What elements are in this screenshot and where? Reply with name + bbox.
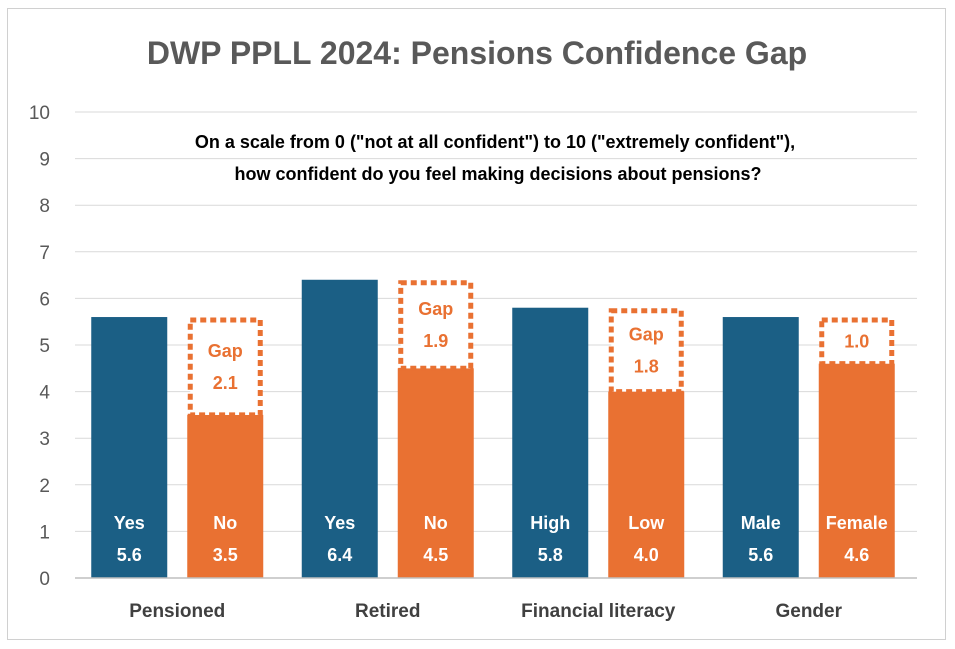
gap-box	[819, 317, 895, 367]
bar-high	[91, 317, 168, 578]
chart-subtitle-line-2: how confident do you feel making decisio…	[234, 164, 761, 184]
y-tick-label: 0	[39, 569, 50, 590]
gap-label: 1.0	[844, 331, 869, 351]
bar-low	[608, 391, 685, 578]
bar-low	[818, 363, 895, 578]
bar-category-label: Yes	[324, 513, 355, 533]
gap-label: Gap	[418, 299, 453, 319]
bar-value-label: 5.6	[117, 545, 142, 565]
bar-high	[722, 317, 799, 578]
gap-box	[398, 280, 474, 371]
bar-value-label: 5.6	[748, 545, 773, 565]
bar-category-label: Low	[628, 513, 665, 533]
y-tick-label: 1	[39, 522, 50, 543]
bar-value-label: 3.5	[213, 545, 238, 565]
group-label: Financial literacy	[521, 601, 676, 622]
gap-label: Gap	[208, 341, 243, 361]
y-tick-label: 7	[39, 243, 50, 264]
bar-value-label: 5.8	[538, 545, 563, 565]
y-axis: 0 1 2 3 4 5 6 7 8 9 10	[29, 103, 51, 590]
y-tick-label: 10	[29, 103, 50, 124]
chart-title: DWP PPLL 2024: Pensions Confidence Gap	[147, 35, 807, 71]
bar-low	[187, 414, 264, 578]
y-tick-label: 8	[39, 196, 50, 217]
y-tick-label: 2	[39, 476, 50, 497]
y-tick-label: 6	[39, 289, 50, 310]
gap-box	[187, 317, 263, 418]
bar-category-label: Yes	[114, 513, 145, 533]
bar-category-label: No	[424, 513, 448, 533]
bar-high	[301, 279, 378, 578]
gap-label: 2.1	[213, 373, 238, 393]
y-tick-label: 9	[39, 150, 50, 171]
x-axis: Pensioned Retired Financial literacy Gender	[75, 577, 917, 622]
bar-value-label: 4.0	[634, 545, 659, 565]
gap-label: 1.9	[423, 331, 448, 351]
bars: Yes 5.6 No 3.5 Gap 2.1 Yes 6.4 No 4.5 Gap 1.9 High 5.…	[91, 279, 895, 578]
gap-box	[608, 308, 684, 395]
y-tick-label: 3	[39, 429, 50, 450]
y-tick-label: 5	[39, 336, 50, 357]
gap-label: Gap	[629, 325, 664, 345]
bar-value-label: 6.4	[327, 545, 352, 565]
bar-category-label: Male	[741, 513, 781, 533]
y-tick-label: 4	[39, 383, 50, 404]
group-label: Pensioned	[129, 601, 225, 622]
bar-category-label: High	[530, 513, 570, 533]
group-label: Gender	[775, 601, 842, 622]
bar-high	[512, 307, 589, 578]
bar-low	[397, 368, 474, 578]
group-label: Retired	[355, 601, 420, 622]
bar-category-label: Female	[826, 513, 888, 533]
chart-subtitle-line-1: On a scale from 0 ("not at all confident…	[195, 132, 795, 152]
gap-label: 1.8	[634, 357, 659, 377]
bar-category-label: No	[213, 513, 237, 533]
bar-value-label: 4.5	[423, 545, 448, 565]
bar-value-label: 4.6	[844, 545, 869, 565]
